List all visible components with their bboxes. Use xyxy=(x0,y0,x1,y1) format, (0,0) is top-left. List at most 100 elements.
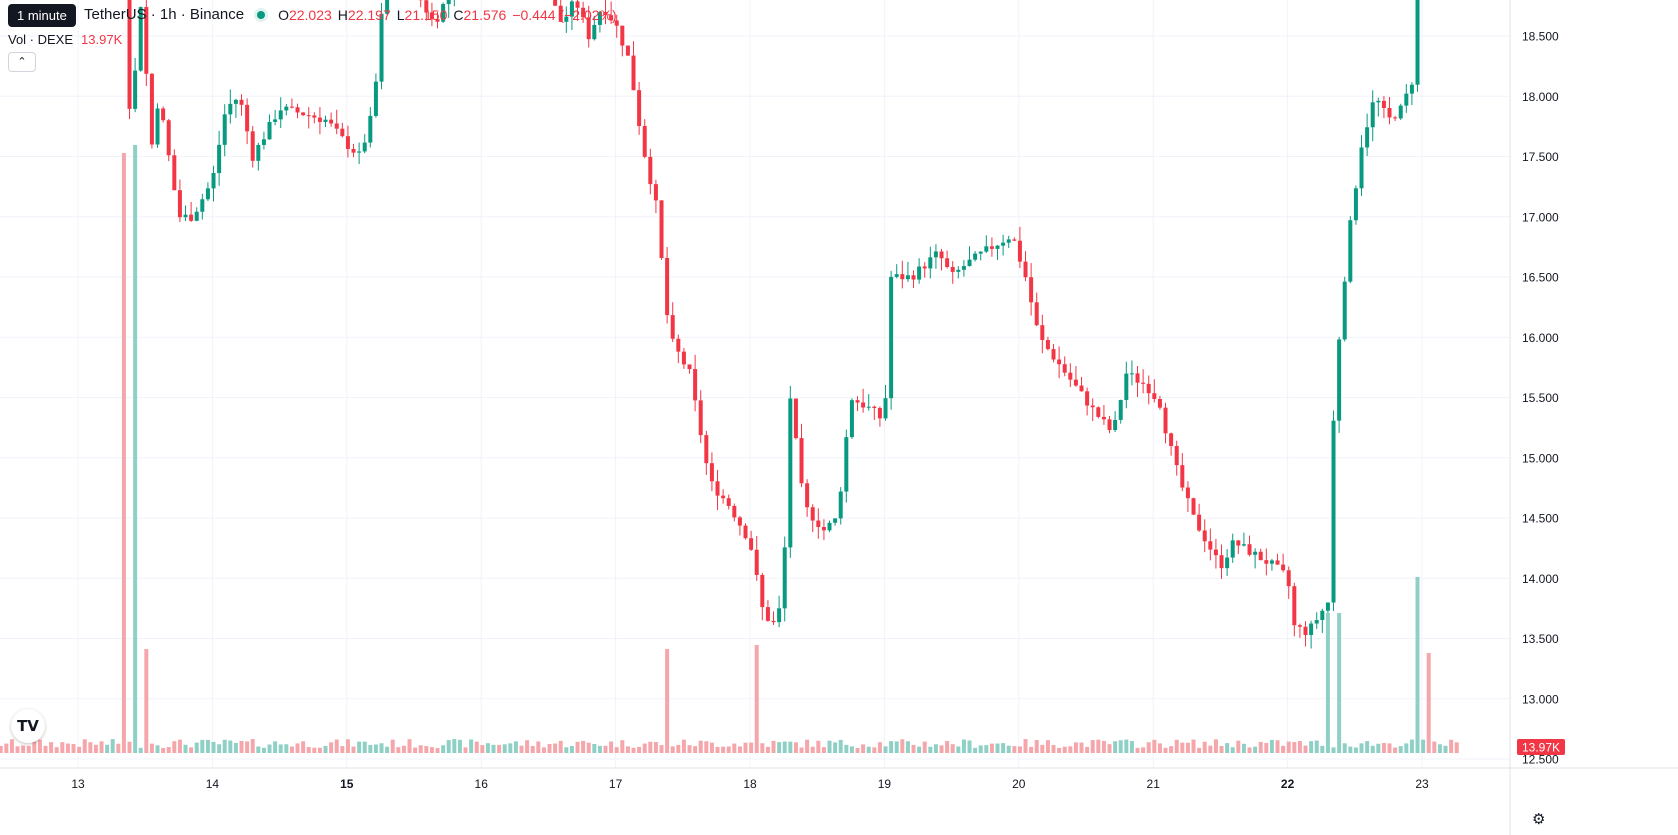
candle-body xyxy=(368,115,373,143)
volume-bar xyxy=(116,743,121,753)
candle-body xyxy=(1040,325,1045,341)
candle-body xyxy=(1051,349,1056,360)
volume-bar xyxy=(217,744,222,753)
volume-bar xyxy=(144,649,149,753)
candle-body xyxy=(905,275,910,280)
candle-body xyxy=(681,351,686,365)
volume-bar xyxy=(379,743,384,753)
volume-bar xyxy=(1404,743,1409,753)
y-tick-label: 14.000 xyxy=(1522,572,1559,586)
volume-bar xyxy=(844,744,849,753)
candle-body xyxy=(984,246,989,252)
chevron-up-icon: ⌃ xyxy=(17,56,27,68)
volume-bar xyxy=(424,746,429,753)
collapse-legend-button[interactable]: ⌃ xyxy=(8,52,36,72)
candle-body xyxy=(928,257,933,269)
volume-bar xyxy=(317,747,322,753)
volume-bar xyxy=(205,739,210,753)
gear-icon[interactable]: ⚙ xyxy=(1532,811,1546,828)
symbol-title[interactable]: TetherUS · 1h · Binance xyxy=(84,6,245,23)
candle-body xyxy=(1090,405,1095,408)
volume-bar xyxy=(418,745,423,753)
open-label: O xyxy=(278,6,289,23)
volume-bar xyxy=(329,742,334,753)
candle-body xyxy=(1314,620,1319,624)
x-tick-label: 23 xyxy=(1415,777,1429,791)
candle-body xyxy=(989,246,994,249)
volume-bar xyxy=(917,746,922,753)
volume-bar xyxy=(9,739,14,753)
volume-bar xyxy=(166,747,171,753)
volume-bar xyxy=(693,746,698,753)
candle-body xyxy=(726,498,731,506)
candle-body xyxy=(1281,564,1286,571)
candle-body xyxy=(289,106,294,108)
candle-body xyxy=(1185,487,1190,499)
candle-body xyxy=(1353,188,1358,221)
volume-bar xyxy=(569,745,574,753)
candle-body xyxy=(1325,602,1330,611)
candle-body xyxy=(301,112,306,116)
candle-body xyxy=(793,398,798,439)
volume-bar xyxy=(861,744,866,753)
volume-bar xyxy=(592,743,597,753)
volume-bar xyxy=(872,747,877,753)
y-tick-label: 13.500 xyxy=(1522,632,1559,646)
tradingview-logo-icon[interactable]: TV xyxy=(11,709,45,743)
volume-bar xyxy=(709,742,714,753)
candle-body xyxy=(597,12,602,25)
volume-bar xyxy=(704,741,709,753)
candle-body xyxy=(967,259,972,267)
volume-bar xyxy=(65,743,70,753)
volume-bar xyxy=(340,746,345,753)
volume-bar xyxy=(950,744,955,753)
volume-bar xyxy=(575,741,580,753)
volume-bar xyxy=(883,746,888,753)
volume-bar xyxy=(54,747,59,753)
candle-body xyxy=(872,406,877,409)
candle-body xyxy=(278,110,283,120)
candle-body xyxy=(1359,147,1364,189)
candle-body xyxy=(1236,540,1241,546)
volume-bar xyxy=(1146,742,1151,753)
candle-body xyxy=(894,274,899,277)
volume-bar xyxy=(1230,747,1235,753)
volume-bar xyxy=(401,745,406,753)
volume-bar xyxy=(485,743,490,753)
volume-bar xyxy=(1163,747,1168,753)
candle-body xyxy=(429,12,434,20)
candle-body xyxy=(1387,107,1392,118)
volume-bar xyxy=(1068,746,1073,753)
candle-body xyxy=(1292,586,1297,626)
candle-body xyxy=(211,173,216,189)
volume-bar xyxy=(956,746,961,753)
y-tick-label: 16.500 xyxy=(1522,271,1559,285)
volume-label[interactable]: Vol · DEXE xyxy=(8,32,74,47)
candle-body xyxy=(1393,117,1398,119)
candle-body xyxy=(805,483,810,508)
candle-body xyxy=(340,128,345,137)
candle-body xyxy=(267,121,272,140)
candle-body xyxy=(1376,100,1381,103)
volume-bar xyxy=(1197,747,1202,753)
low-label: L xyxy=(396,6,405,23)
candle-body xyxy=(1202,530,1207,542)
candle-body xyxy=(312,115,317,118)
volume-bar xyxy=(1449,739,1454,753)
candle-body xyxy=(698,400,703,436)
volume-bar xyxy=(1023,739,1028,753)
volume-bar xyxy=(760,743,765,753)
volume-legend: Vol · DEXE 13.97K xyxy=(8,32,122,47)
candle-body xyxy=(1034,302,1039,326)
candle-body xyxy=(1275,560,1280,565)
candle-body xyxy=(1107,419,1112,431)
candle-body xyxy=(1409,84,1414,94)
volume-bar xyxy=(1258,741,1263,753)
candle-body xyxy=(1073,379,1078,386)
volume-bar xyxy=(480,745,485,753)
volume-bar xyxy=(1376,743,1381,753)
volume-bar xyxy=(749,742,754,753)
candle-body xyxy=(1001,242,1006,246)
candle-body xyxy=(1404,93,1409,106)
